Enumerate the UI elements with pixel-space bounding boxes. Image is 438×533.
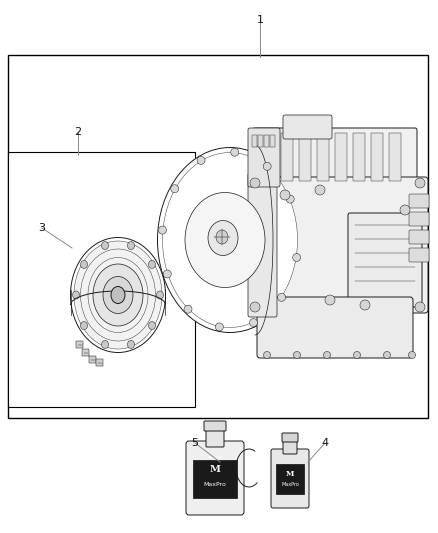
Bar	[281, 133, 293, 181]
Bar	[371, 133, 383, 181]
Ellipse shape	[216, 230, 228, 244]
FancyBboxPatch shape	[247, 177, 428, 313]
FancyBboxPatch shape	[409, 230, 429, 244]
FancyBboxPatch shape	[409, 194, 429, 208]
Ellipse shape	[156, 291, 163, 299]
Bar	[264, 135, 269, 147]
Bar	[76, 341, 83, 348]
FancyBboxPatch shape	[282, 433, 298, 442]
Bar	[276, 464, 304, 494]
Circle shape	[163, 270, 171, 278]
Circle shape	[384, 351, 391, 359]
Bar	[82, 349, 89, 356]
FancyBboxPatch shape	[248, 128, 280, 187]
FancyBboxPatch shape	[204, 421, 226, 431]
Text: M: M	[209, 465, 220, 474]
Bar	[8, 152, 195, 407]
FancyBboxPatch shape	[206, 427, 224, 447]
Ellipse shape	[81, 321, 88, 329]
Text: 5: 5	[191, 438, 198, 448]
Bar	[353, 133, 365, 181]
Circle shape	[159, 226, 166, 234]
Text: 2: 2	[74, 127, 81, 137]
Ellipse shape	[127, 241, 134, 249]
Ellipse shape	[158, 148, 303, 333]
FancyBboxPatch shape	[348, 213, 422, 307]
Ellipse shape	[127, 341, 134, 349]
Ellipse shape	[81, 261, 88, 269]
Text: 4: 4	[321, 438, 328, 448]
Circle shape	[415, 178, 425, 188]
Bar	[299, 133, 311, 181]
FancyBboxPatch shape	[409, 212, 429, 226]
Text: 3: 3	[39, 223, 46, 233]
Bar	[89, 356, 96, 363]
Ellipse shape	[71, 238, 166, 352]
Circle shape	[415, 302, 425, 312]
Circle shape	[293, 254, 300, 262]
Circle shape	[250, 319, 258, 327]
Circle shape	[286, 195, 294, 203]
Circle shape	[215, 323, 223, 331]
Circle shape	[250, 302, 260, 312]
Circle shape	[293, 351, 300, 359]
Text: 1: 1	[257, 15, 264, 25]
Circle shape	[197, 156, 205, 164]
FancyBboxPatch shape	[283, 115, 332, 139]
Ellipse shape	[111, 287, 125, 303]
Circle shape	[171, 185, 179, 193]
Text: M: M	[286, 470, 294, 478]
Circle shape	[324, 351, 331, 359]
FancyBboxPatch shape	[253, 128, 417, 187]
Bar	[8, 55, 428, 418]
Text: MaxPro: MaxPro	[204, 481, 226, 487]
Ellipse shape	[73, 291, 80, 299]
Ellipse shape	[102, 341, 109, 349]
Text: MOPAR: MOPAR	[208, 456, 223, 460]
Ellipse shape	[162, 152, 297, 327]
Circle shape	[278, 293, 286, 301]
FancyBboxPatch shape	[283, 438, 297, 454]
Ellipse shape	[93, 264, 143, 326]
Circle shape	[231, 148, 239, 156]
Bar	[252, 135, 257, 147]
Text: MaxPro: MaxPro	[281, 481, 299, 487]
Circle shape	[315, 185, 325, 195]
Bar	[263, 133, 275, 181]
Circle shape	[360, 300, 370, 310]
FancyBboxPatch shape	[186, 441, 244, 515]
Bar	[258, 135, 263, 147]
Bar	[270, 135, 275, 147]
Circle shape	[353, 351, 360, 359]
FancyBboxPatch shape	[257, 297, 413, 358]
Circle shape	[184, 305, 192, 313]
Bar	[193, 460, 237, 498]
Circle shape	[409, 351, 416, 359]
Ellipse shape	[102, 241, 109, 249]
Circle shape	[325, 295, 335, 305]
Circle shape	[263, 163, 271, 171]
Bar	[317, 133, 329, 181]
FancyBboxPatch shape	[248, 173, 277, 317]
Circle shape	[250, 178, 260, 188]
Ellipse shape	[185, 192, 265, 287]
FancyBboxPatch shape	[409, 248, 429, 262]
Bar	[335, 133, 347, 181]
Circle shape	[280, 190, 290, 200]
Circle shape	[264, 351, 271, 359]
Circle shape	[400, 205, 410, 215]
Bar	[96, 359, 103, 366]
Ellipse shape	[148, 321, 155, 329]
Ellipse shape	[103, 277, 133, 313]
FancyBboxPatch shape	[271, 449, 309, 508]
Bar	[389, 133, 401, 181]
Ellipse shape	[148, 261, 155, 269]
Ellipse shape	[208, 221, 238, 255]
Ellipse shape	[74, 241, 162, 349]
